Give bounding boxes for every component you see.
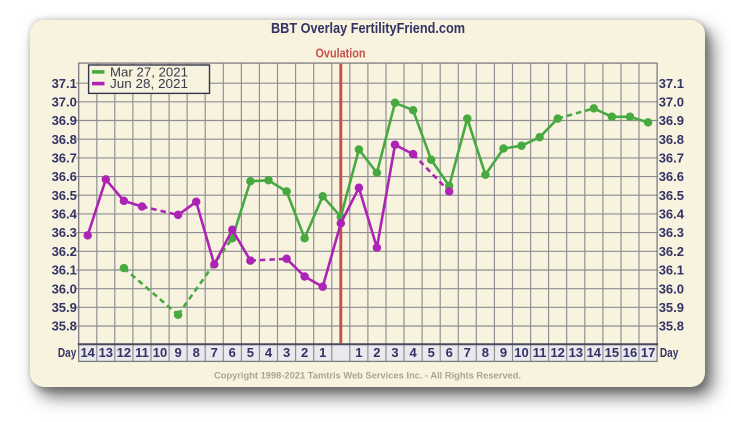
svg-text:11: 11	[533, 345, 547, 360]
svg-text:6: 6	[446, 345, 453, 360]
svg-text:36.1: 36.1	[659, 263, 684, 278]
svg-text:36.9: 36.9	[52, 113, 77, 128]
svg-text:Day: Day	[660, 345, 679, 360]
svg-text:6: 6	[229, 345, 236, 360]
svg-text:Jun 28, 2021: Jun 28, 2021	[110, 76, 188, 91]
svg-text:36.8: 36.8	[52, 132, 77, 147]
svg-text:5: 5	[428, 345, 435, 360]
svg-text:35.8: 35.8	[659, 319, 684, 334]
svg-text:35.9: 35.9	[52, 300, 77, 315]
svg-text:36.5: 36.5	[659, 188, 684, 203]
svg-text:35.9: 35.9	[659, 300, 684, 315]
svg-text:17: 17	[641, 345, 655, 360]
svg-text:BBT Overlay FertilityFriend.co: BBT Overlay FertilityFriend.com	[271, 21, 465, 37]
svg-text:Ovulation: Ovulation	[316, 46, 366, 61]
svg-text:11: 11	[135, 345, 149, 360]
svg-text:10: 10	[153, 345, 167, 360]
svg-text:7: 7	[464, 345, 471, 360]
svg-text:36.3: 36.3	[659, 225, 684, 240]
svg-text:36.9: 36.9	[659, 113, 684, 128]
svg-text:3: 3	[391, 345, 398, 360]
svg-text:1: 1	[355, 345, 362, 360]
svg-text:37.1: 37.1	[659, 76, 684, 91]
svg-text:36.3: 36.3	[52, 225, 77, 240]
svg-text:Copyright 1998-2021 Tamtris We: Copyright 1998-2021 Tamtris Web Services…	[214, 370, 521, 381]
svg-text:36.0: 36.0	[659, 281, 684, 296]
svg-text:10: 10	[514, 345, 528, 360]
svg-text:36.0: 36.0	[52, 281, 77, 296]
svg-text:Mar 27, 2021: Mar 27, 2021	[110, 64, 188, 79]
svg-text:14: 14	[80, 345, 95, 360]
svg-text:16: 16	[623, 345, 637, 360]
svg-text:37.1: 37.1	[52, 76, 77, 91]
svg-text:14: 14	[587, 345, 602, 360]
svg-text:37.0: 37.0	[52, 94, 77, 109]
svg-text:9: 9	[500, 345, 507, 360]
svg-text:5: 5	[247, 345, 254, 360]
svg-text:4: 4	[409, 345, 417, 360]
svg-text:15: 15	[605, 345, 619, 360]
svg-text:35.8: 35.8	[52, 319, 77, 334]
svg-text:36.2: 36.2	[52, 244, 77, 259]
svg-text:36.7: 36.7	[659, 151, 684, 166]
svg-text:2: 2	[301, 345, 308, 360]
svg-text:9: 9	[174, 345, 181, 360]
svg-text:3: 3	[283, 345, 290, 360]
svg-text:13: 13	[99, 345, 113, 360]
svg-text:Day: Day	[58, 345, 77, 360]
svg-text:7: 7	[211, 345, 218, 360]
svg-text:36.8: 36.8	[659, 132, 684, 147]
svg-text:2: 2	[373, 345, 380, 360]
svg-text:4: 4	[265, 345, 273, 360]
svg-text:12: 12	[550, 345, 564, 360]
svg-text:1: 1	[319, 345, 326, 360]
svg-text:13: 13	[569, 345, 583, 360]
svg-text:8: 8	[482, 345, 489, 360]
svg-text:36.6: 36.6	[52, 169, 77, 184]
svg-text:36.4: 36.4	[52, 207, 78, 222]
svg-text:36.7: 36.7	[52, 151, 77, 166]
svg-text:36.6: 36.6	[659, 169, 684, 184]
svg-text:36.5: 36.5	[52, 188, 77, 203]
svg-text:36.2: 36.2	[659, 244, 684, 259]
svg-text:36.1: 36.1	[52, 263, 77, 278]
svg-text:12: 12	[117, 345, 131, 360]
svg-text:37.0: 37.0	[659, 94, 684, 109]
svg-text:8: 8	[193, 345, 200, 360]
svg-text:36.4: 36.4	[659, 207, 685, 222]
